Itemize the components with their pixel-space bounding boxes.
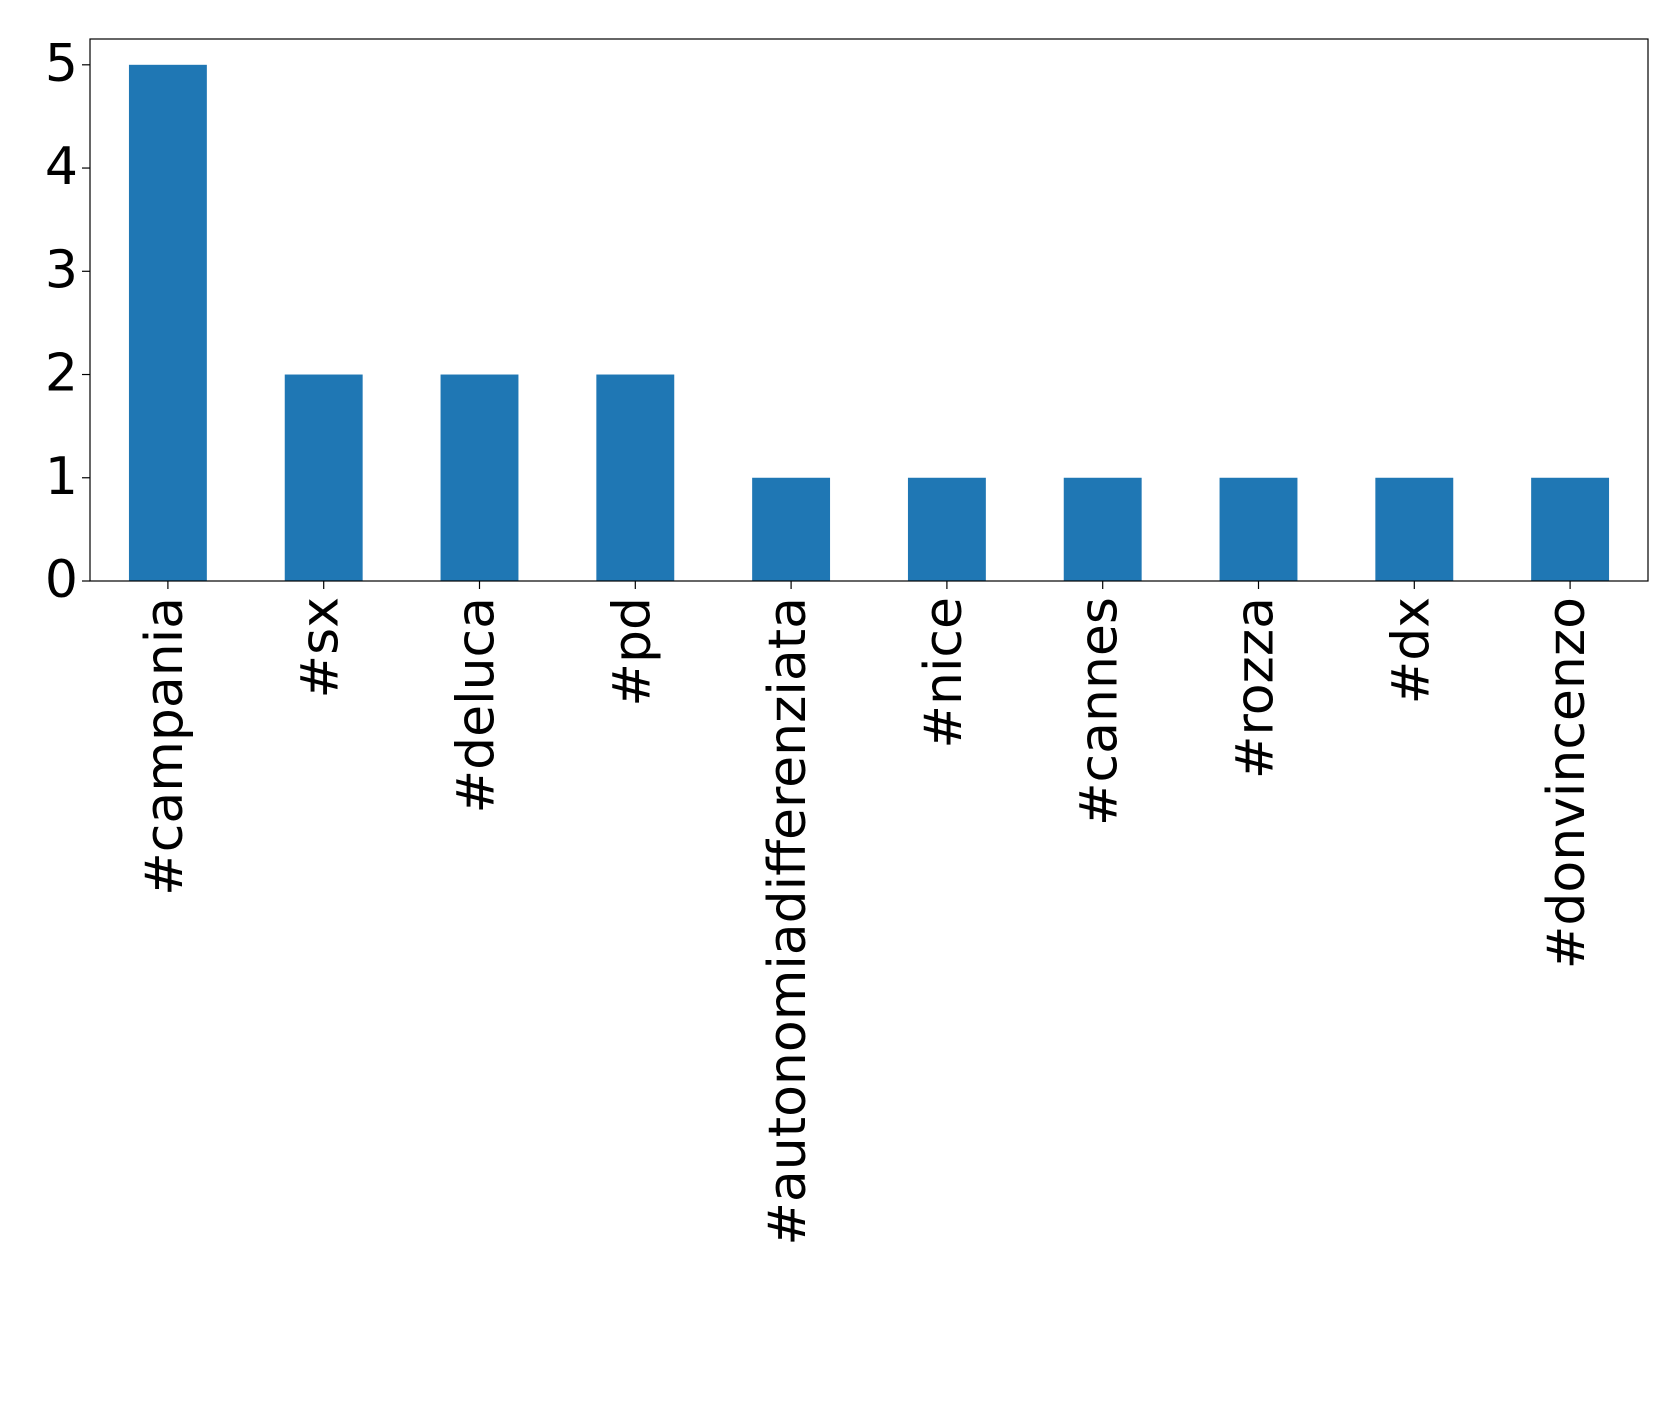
x-tick-label: #deluca xyxy=(447,597,507,813)
y-tick-label: 4 xyxy=(45,137,78,197)
bar xyxy=(440,374,519,581)
y-tick-label: 5 xyxy=(45,34,78,94)
x-tick-label: #campania xyxy=(135,597,195,896)
x-tick-label: #rozza xyxy=(1226,597,1286,779)
bar xyxy=(1219,477,1298,581)
y-tick-label: 1 xyxy=(45,447,78,507)
y-tick-label: 0 xyxy=(45,550,78,610)
x-tick-label: #dx xyxy=(1381,597,1441,704)
bar xyxy=(1063,477,1142,581)
bar xyxy=(1531,477,1610,581)
x-tick-label: #pd xyxy=(602,597,662,707)
x-tick-label: #donvincenzo xyxy=(1537,597,1597,969)
plot-frame xyxy=(89,38,1649,582)
y-tick-label: 3 xyxy=(45,240,78,300)
bar xyxy=(284,374,363,581)
x-tick-label: #cannes xyxy=(1070,597,1130,826)
bar xyxy=(596,374,675,581)
y-tick-label: 2 xyxy=(45,344,78,404)
bar xyxy=(907,477,986,581)
bar xyxy=(752,477,831,581)
bar xyxy=(128,64,207,582)
x-tick-label: #nice xyxy=(914,597,974,749)
x-tick-label: #autonomiadifferenziata xyxy=(758,597,818,1246)
x-tick-label: #sx xyxy=(291,597,351,698)
bar xyxy=(1375,477,1454,581)
